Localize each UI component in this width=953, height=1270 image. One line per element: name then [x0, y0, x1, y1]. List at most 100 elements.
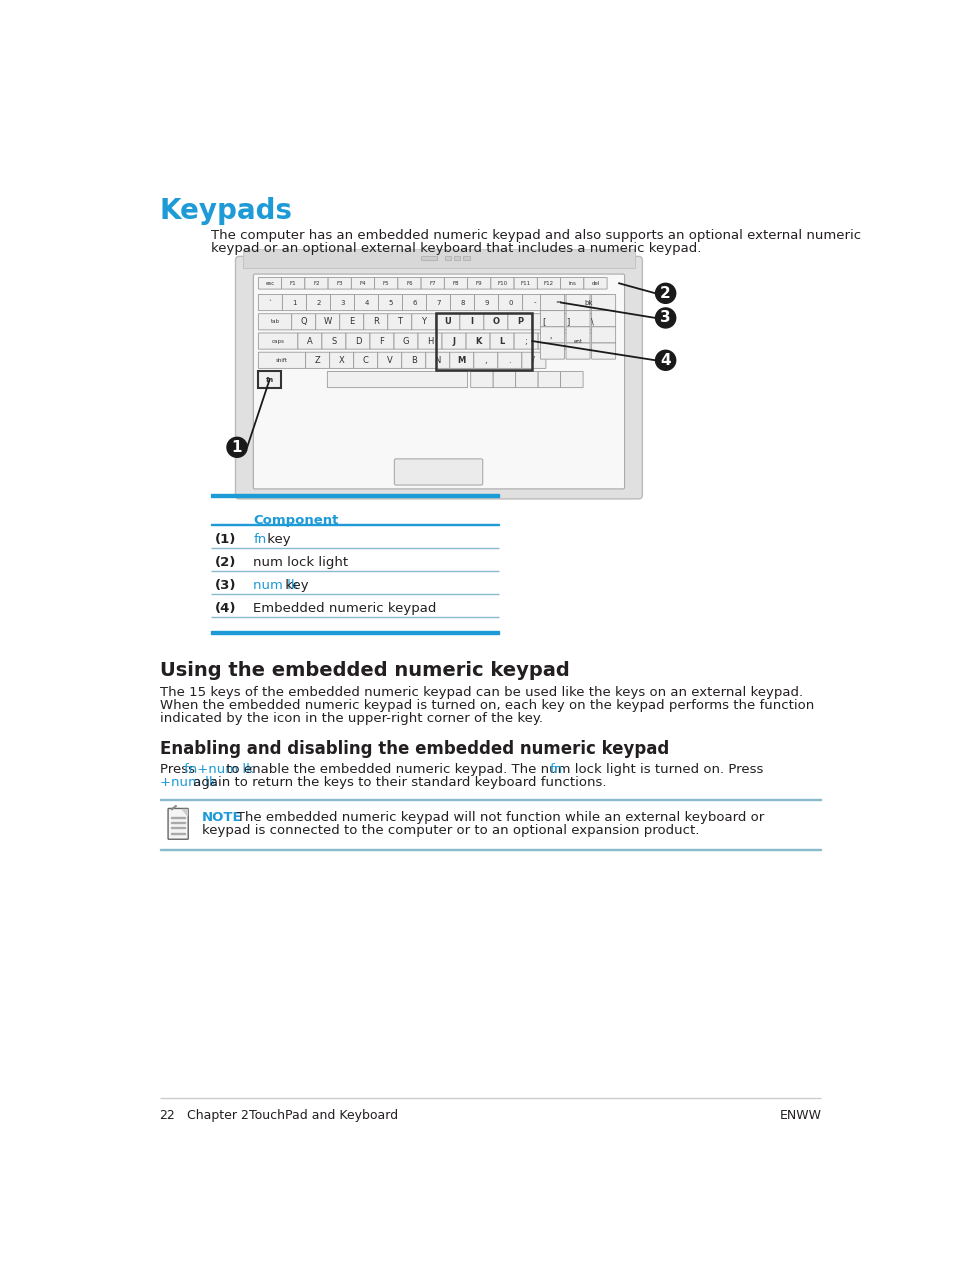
Text: -: - — [533, 300, 536, 306]
FancyBboxPatch shape — [401, 352, 425, 368]
FancyBboxPatch shape — [378, 295, 402, 311]
FancyBboxPatch shape — [235, 257, 641, 499]
FancyBboxPatch shape — [387, 314, 412, 330]
FancyBboxPatch shape — [258, 314, 292, 330]
Bar — [421, 255, 436, 260]
FancyBboxPatch shape — [444, 278, 467, 290]
FancyBboxPatch shape — [306, 295, 330, 311]
Text: A: A — [307, 337, 313, 345]
Text: 3: 3 — [340, 300, 344, 306]
FancyBboxPatch shape — [490, 333, 514, 349]
FancyBboxPatch shape — [556, 314, 579, 330]
Text: 2: 2 — [315, 300, 320, 306]
FancyBboxPatch shape — [168, 809, 188, 839]
FancyBboxPatch shape — [570, 295, 606, 311]
FancyBboxPatch shape — [540, 343, 564, 359]
Bar — [444, 255, 451, 260]
FancyBboxPatch shape — [466, 333, 490, 349]
Text: +num lk: +num lk — [159, 776, 216, 789]
Text: [: [ — [541, 318, 545, 326]
Text: 1: 1 — [232, 439, 242, 455]
FancyBboxPatch shape — [560, 371, 582, 387]
Text: 22: 22 — [159, 1109, 175, 1121]
Text: Keypads: Keypads — [159, 197, 293, 225]
FancyBboxPatch shape — [328, 278, 351, 290]
Text: esc: esc — [265, 281, 274, 286]
FancyBboxPatch shape — [493, 371, 516, 387]
FancyBboxPatch shape — [292, 314, 315, 330]
Text: =: = — [556, 300, 561, 306]
FancyBboxPatch shape — [282, 295, 306, 311]
Text: 7: 7 — [436, 300, 440, 306]
Text: F4: F4 — [359, 281, 366, 286]
Bar — [211, 631, 498, 635]
FancyBboxPatch shape — [565, 343, 590, 359]
Text: F3: F3 — [336, 281, 343, 286]
FancyBboxPatch shape — [397, 278, 420, 290]
Bar — [454, 255, 459, 260]
Text: (3): (3) — [214, 579, 235, 592]
Text: .: . — [508, 356, 511, 364]
FancyBboxPatch shape — [474, 295, 498, 311]
FancyBboxPatch shape — [355, 295, 378, 311]
FancyBboxPatch shape — [561, 333, 594, 349]
Text: B: B — [411, 356, 416, 364]
FancyBboxPatch shape — [532, 314, 556, 330]
FancyBboxPatch shape — [583, 278, 606, 290]
Text: key: key — [281, 579, 309, 592]
FancyBboxPatch shape — [474, 352, 497, 368]
FancyBboxPatch shape — [579, 314, 603, 330]
FancyBboxPatch shape — [565, 295, 590, 311]
Text: 4: 4 — [659, 353, 670, 368]
FancyBboxPatch shape — [417, 333, 441, 349]
FancyBboxPatch shape — [560, 278, 583, 290]
FancyBboxPatch shape — [522, 295, 546, 311]
FancyBboxPatch shape — [363, 314, 387, 330]
FancyBboxPatch shape — [483, 314, 507, 330]
Text: F10: F10 — [497, 281, 507, 286]
Text: D: D — [355, 337, 361, 345]
FancyBboxPatch shape — [258, 352, 305, 368]
Text: (2): (2) — [214, 556, 235, 569]
Bar — [211, 494, 498, 498]
Text: K: K — [475, 337, 480, 345]
Text: 3: 3 — [659, 310, 670, 325]
Text: Y: Y — [421, 318, 426, 326]
Text: fn: fn — [265, 376, 274, 382]
FancyBboxPatch shape — [436, 314, 459, 330]
Text: ;: ; — [524, 337, 527, 345]
Text: 0: 0 — [508, 300, 513, 306]
Circle shape — [655, 307, 675, 328]
Text: P: P — [517, 318, 522, 326]
FancyBboxPatch shape — [281, 278, 305, 290]
FancyBboxPatch shape — [540, 295, 564, 311]
FancyBboxPatch shape — [426, 295, 450, 311]
FancyBboxPatch shape — [305, 352, 330, 368]
FancyBboxPatch shape — [305, 278, 328, 290]
FancyBboxPatch shape — [321, 333, 346, 349]
Text: ent: ent — [573, 339, 582, 344]
FancyBboxPatch shape — [507, 314, 532, 330]
Text: Z: Z — [314, 356, 320, 364]
Bar — [436, 312, 532, 370]
Bar — [463, 255, 469, 260]
FancyBboxPatch shape — [258, 333, 297, 349]
FancyBboxPatch shape — [540, 311, 564, 326]
Text: F7: F7 — [429, 281, 436, 286]
Text: F11: F11 — [520, 281, 530, 286]
Polygon shape — [182, 809, 187, 814]
Text: L: L — [499, 337, 504, 345]
Text: The 15 keys of the embedded numeric keypad can be used like the keys on an exter: The 15 keys of the embedded numeric keyp… — [159, 686, 801, 699]
Text: /: / — [532, 356, 535, 364]
Text: The embedded numeric keypad will not function while an external keyboard or: The embedded numeric keypad will not fun… — [224, 810, 764, 824]
Text: H: H — [426, 337, 433, 345]
Text: J: J — [452, 337, 456, 345]
Text: W: W — [323, 318, 332, 326]
Bar — [257, 371, 281, 389]
FancyBboxPatch shape — [449, 352, 474, 368]
Text: S: S — [331, 337, 336, 345]
Text: When the embedded numeric keypad is turned on, each key on the keypad performs t: When the embedded numeric keypad is turn… — [159, 698, 813, 712]
FancyBboxPatch shape — [497, 352, 521, 368]
FancyBboxPatch shape — [537, 333, 561, 349]
Text: G: G — [402, 337, 409, 345]
